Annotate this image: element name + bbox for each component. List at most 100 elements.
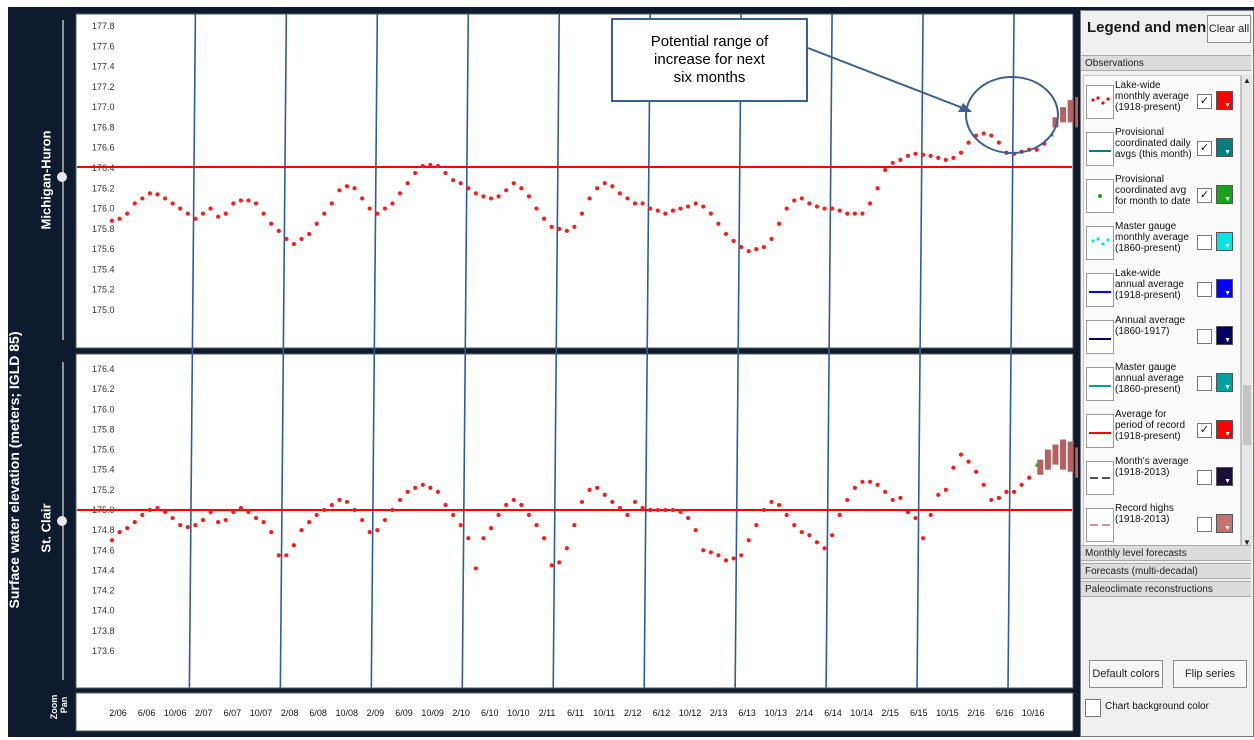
top-panel-slider-knob[interactable] bbox=[57, 172, 67, 182]
clear-all-button[interactable]: Clear all bbox=[1207, 15, 1251, 43]
monthly-average-point bbox=[360, 196, 365, 201]
legend-item-color-picker[interactable]: ▼ bbox=[1216, 138, 1233, 157]
legend-item-color-picker[interactable]: ▼ bbox=[1216, 467, 1233, 486]
monthly-average-point bbox=[496, 512, 501, 518]
legend-item-checkbox[interactable] bbox=[1197, 517, 1212, 532]
legend-item-checkbox[interactable] bbox=[1197, 470, 1212, 485]
scroll-down-arrow-icon[interactable]: ▼ bbox=[1243, 538, 1251, 547]
monthly-average-point bbox=[799, 530, 804, 535]
legend-item[interactable]: Lake-wide monthly average (1918-present)… bbox=[1084, 78, 1240, 124]
legend-item-checkbox[interactable] bbox=[1197, 282, 1212, 297]
monthly-average-point bbox=[890, 497, 895, 503]
callout-line-3: six months bbox=[673, 69, 746, 86]
chart-background-color-box[interactable] bbox=[1085, 699, 1101, 717]
legend-item-color-picker[interactable]: ▼ bbox=[1216, 373, 1233, 392]
y-tick-label: 177.6 bbox=[92, 41, 115, 51]
scroll-up-arrow-icon[interactable]: ▲ bbox=[1243, 76, 1251, 85]
monthly-average-point bbox=[1011, 489, 1017, 494]
callout-line-2: increase for next bbox=[654, 51, 765, 68]
monthly-average-point bbox=[883, 489, 888, 494]
x-tick-label: 10/15 bbox=[936, 708, 959, 718]
y-tick-label: 175.6 bbox=[92, 445, 115, 455]
legend-item-label: Lake-wide annual average (1918-present) bbox=[1115, 268, 1184, 301]
section-forecasts-multidecadal[interactable]: Forecasts (multi-decadal) bbox=[1081, 563, 1251, 579]
section-monthly-level-forecasts[interactable]: Monthly level forecasts bbox=[1081, 545, 1251, 561]
forecast-range-bar bbox=[1067, 100, 1074, 123]
monthly-average-point bbox=[109, 218, 115, 223]
monthly-average-point bbox=[943, 157, 948, 162]
legend-item-checkbox[interactable]: ✓ bbox=[1197, 94, 1212, 109]
forecast-range-bar bbox=[1060, 439, 1067, 470]
monthly-average-point bbox=[564, 228, 569, 233]
legend-item[interactable]: Record highs (1918-2013) ▼ bbox=[1084, 501, 1240, 547]
legend-item-color-picker[interactable]: ▼ bbox=[1216, 279, 1233, 298]
legend-item[interactable]: Provisional coordinated daily avgs (this… bbox=[1084, 125, 1240, 171]
monthly-average-point bbox=[996, 495, 1001, 501]
legend-item[interactable]: Master gauge annual average (1860-presen… bbox=[1084, 360, 1240, 406]
legend-item-color-picker[interactable]: ▼ bbox=[1216, 91, 1233, 110]
monthly-average-point bbox=[269, 221, 274, 226]
monthly-average-point bbox=[739, 553, 744, 558]
section-paleoclimate[interactable]: Paleoclimate reconstructions bbox=[1081, 581, 1251, 597]
monthly-average-point bbox=[966, 459, 971, 464]
monthly-average-point bbox=[996, 140, 1001, 145]
y-tick-label: 175.8 bbox=[92, 424, 115, 434]
scroll-thumb[interactable] bbox=[1243, 385, 1251, 445]
legend-scrollbar[interactable]: ▲ ▼ bbox=[1241, 75, 1252, 549]
y-tick-label: 174.8 bbox=[92, 525, 115, 535]
x-axis-strip[interactable] bbox=[75, 692, 1074, 732]
chevron-down-icon: ▼ bbox=[1224, 525, 1231, 532]
monthly-average-point bbox=[208, 509, 213, 515]
legend-item-checkbox[interactable] bbox=[1197, 329, 1212, 344]
x-tick-labels: 2/06 6/06 10/06 2/07 6/07 10/07 2/08 6/08 10/08 2… bbox=[109, 708, 1044, 718]
monthly-average-point bbox=[958, 452, 964, 457]
monthly-average-point bbox=[125, 526, 130, 531]
legend-item-checkbox[interactable]: ✓ bbox=[1197, 423, 1212, 438]
monthly-average-point bbox=[754, 523, 759, 528]
monthly-average-point bbox=[632, 201, 638, 206]
legend-item[interactable]: Provisional coordinated avg for month to… bbox=[1084, 172, 1240, 218]
legend-item-color-picker[interactable]: ▼ bbox=[1216, 326, 1233, 345]
monthly-average-point bbox=[943, 487, 948, 492]
observations-header[interactable]: Observations bbox=[1081, 55, 1251, 71]
monthly-average-point bbox=[723, 558, 729, 563]
monthly-average-point bbox=[466, 186, 471, 191]
legend-item-color-picker[interactable]: ▼ bbox=[1216, 514, 1233, 533]
legend-item[interactable]: Lake-wide annual average (1918-present) ▼ bbox=[1084, 266, 1240, 312]
monthly-average-point bbox=[253, 515, 259, 521]
x-tick-label: 6/12 bbox=[653, 708, 671, 718]
monthly-average-point bbox=[155, 505, 160, 511]
default-colors-button[interactable]: Default colors bbox=[1089, 660, 1163, 688]
legend-item[interactable]: Annual average (1860-1917) ▼ bbox=[1084, 313, 1240, 359]
monthly-average-point bbox=[352, 507, 357, 513]
y-tick-label: 176.4 bbox=[92, 163, 115, 173]
legend-item-checkbox[interactable] bbox=[1197, 235, 1212, 250]
legend-item[interactable]: Average for period of record (1918-prese… bbox=[1084, 407, 1240, 453]
legend-item[interactable]: Month's average (1918-2013) ▼ bbox=[1084, 454, 1240, 500]
monthly-average-point bbox=[382, 517, 387, 523]
monthly-average-point bbox=[488, 526, 494, 531]
monthly-average-point bbox=[132, 519, 137, 525]
y-tick-label: 174.0 bbox=[92, 606, 115, 616]
legend-item-color-picker[interactable]: ▼ bbox=[1216, 420, 1233, 439]
monthly-average-point bbox=[337, 497, 342, 503]
chevron-down-icon: ▼ bbox=[1224, 196, 1231, 203]
monthly-average-point bbox=[435, 489, 441, 494]
legend-item-checkbox[interactable]: ✓ bbox=[1197, 188, 1212, 203]
legend-item-checkbox[interactable]: ✓ bbox=[1197, 141, 1212, 156]
bottom-panel-slider-knob[interactable] bbox=[57, 516, 67, 526]
legend-item-checkbox[interactable] bbox=[1197, 376, 1212, 391]
x-tick-label: 2/14 bbox=[796, 708, 814, 718]
x-tick-label: 10/08 bbox=[336, 708, 359, 718]
monthly-average-point bbox=[898, 495, 903, 501]
flip-series-button[interactable]: Flip series bbox=[1173, 660, 1247, 688]
y-tick-label: 174.4 bbox=[92, 565, 115, 575]
legend-item-color-picker[interactable]: ▼ bbox=[1216, 232, 1233, 251]
monthly-average-point bbox=[913, 151, 918, 156]
monthly-average-point bbox=[1004, 489, 1009, 494]
monthly-average-point bbox=[208, 206, 213, 211]
legend-item[interactable]: Master gauge monthly average (1860-prese… bbox=[1084, 219, 1240, 265]
monthly-average-point bbox=[534, 206, 539, 211]
legend-item-color-picker[interactable]: ▼ bbox=[1216, 185, 1233, 204]
monthly-average-point bbox=[193, 216, 198, 221]
